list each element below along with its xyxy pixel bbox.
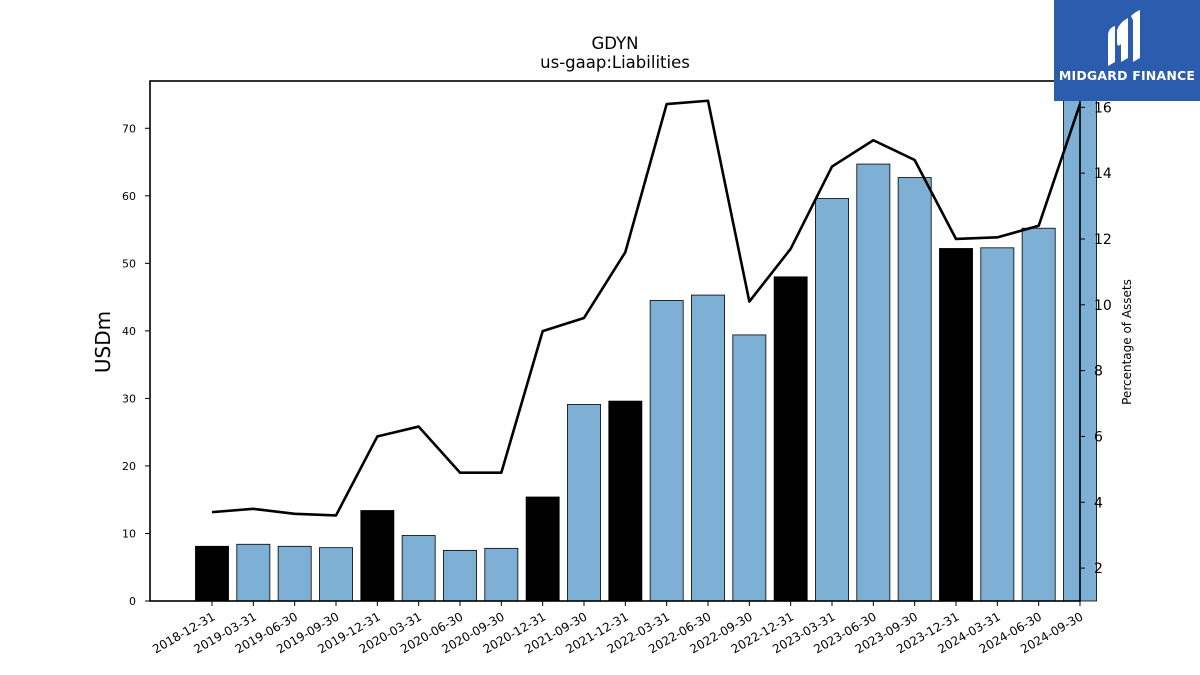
midgard-finance-logo: MIDGARD FINANCE — [1054, 0, 1200, 101]
bar-2019-03-31 — [236, 543, 271, 602]
bar-2021-12-31 — [608, 400, 643, 602]
bar-2024-06-30 — [1021, 227, 1056, 602]
bar-2022-06-30 — [691, 294, 725, 602]
bar-2023-03-31 — [815, 198, 849, 602]
bar-2023-06-30 — [856, 163, 891, 602]
y-tick-label: 40 — [122, 325, 136, 338]
bar-2022-09-30 — [732, 334, 767, 602]
bar-2020-12-31 — [525, 496, 560, 602]
y-tick-label: 30 — [122, 392, 136, 405]
plot-frame — [149, 80, 1081, 602]
bar-2024-03-31 — [980, 247, 1015, 602]
bars — [195, 80, 1097, 602]
bar-2020-09-30 — [484, 547, 519, 602]
bar-2019-09-30 — [319, 547, 353, 602]
line-layer — [211, 99, 1082, 517]
bar-2023-09-30 — [897, 177, 932, 602]
y-tick-label: 60 — [122, 190, 136, 203]
y-tick-label: 20 — [122, 460, 136, 473]
bar-2020-03-31 — [401, 535, 436, 602]
y2-tick-label: 6 — [1094, 429, 1103, 445]
bar-2019-12-31 — [360, 510, 395, 602]
bar-2021-09-30 — [567, 404, 601, 602]
y2-tick-label: 12 — [1094, 232, 1112, 248]
y-tick-label: 10 — [122, 527, 136, 540]
chart-title: GDYN — [591, 34, 638, 53]
y-tick-label: 50 — [122, 257, 136, 270]
y2-tick-label: 10 — [1094, 298, 1112, 314]
y2-tick-label: 2 — [1094, 561, 1103, 577]
bar-2022-03-31 — [649, 300, 684, 602]
percentage-line — [211, 99, 1082, 517]
y-tick-label: 70 — [122, 122, 136, 135]
y-axis-label: USDm — [91, 311, 115, 373]
y2-tick-label: 4 — [1094, 495, 1103, 511]
chart-subtitle: us-gaap:Liabilities — [540, 53, 690, 72]
logo-text: MIDGARD FINANCE — [1058, 68, 1196, 83]
y-tick-label: 0 — [129, 595, 136, 608]
bar-2023-12-31 — [939, 248, 973, 602]
bar-2022-12-31 — [773, 276, 808, 602]
logo-mark-icon — [1108, 10, 1140, 66]
bar-2019-06-30 — [277, 545, 312, 602]
y2-tick-label: 14 — [1094, 166, 1112, 182]
y2-axis-label: Percentage of Assets — [1120, 279, 1134, 405]
y2-tick-label: 8 — [1094, 364, 1103, 380]
bar-2020-06-30 — [443, 549, 477, 602]
bar-2018-12-31 — [195, 545, 229, 602]
y2-tick-label: 16 — [1094, 100, 1112, 116]
